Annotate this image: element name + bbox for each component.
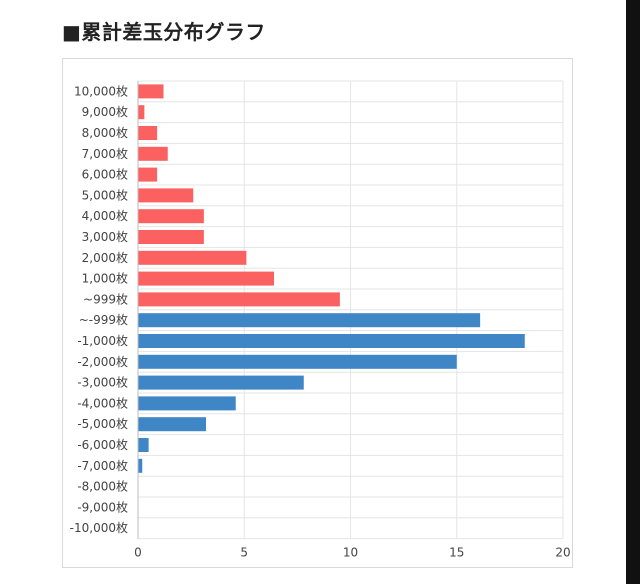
y-tick-label: 3,000枚 xyxy=(82,229,128,244)
bar xyxy=(138,230,204,244)
bar xyxy=(138,458,143,473)
y-tick-label: ~999枚 xyxy=(83,291,128,306)
bar xyxy=(138,167,158,182)
bar xyxy=(138,292,340,307)
y-tick-label: -2,000枚 xyxy=(77,354,128,369)
y-tick-label: ~-999枚 xyxy=(79,312,128,327)
y-tick-label: 6,000枚 xyxy=(82,167,128,182)
x-tick-label: 10 xyxy=(343,546,358,560)
y-tick-label: -7,000枚 xyxy=(77,458,128,473)
bar xyxy=(138,126,158,140)
x-tick-label: 15 xyxy=(449,546,464,560)
bar xyxy=(138,334,525,348)
x-tick-label: 20 xyxy=(555,546,570,560)
y-tick-label: -9,000枚 xyxy=(77,499,128,514)
window-edge xyxy=(626,0,640,584)
y-tick-label: 7,000枚 xyxy=(82,146,128,161)
bar-chart: 0 5 10 15 20 10,000枚 9,000枚 8,000枚 7,000枚 6,000枚 5… xyxy=(70,80,571,560)
y-tick-label: -6,000枚 xyxy=(77,437,128,452)
bar xyxy=(138,375,304,390)
y-tick-label: -5,000枚 xyxy=(77,416,128,431)
y-tick-label: 10,000枚 xyxy=(74,83,128,98)
y-tick-label: 5,000枚 xyxy=(82,187,128,202)
y-tick-label: 9,000枚 xyxy=(82,104,128,119)
bar xyxy=(138,313,481,328)
bar xyxy=(138,84,164,99)
bar xyxy=(138,396,236,411)
x-tick-label: 5 xyxy=(240,546,248,560)
y-tick-label: 8,000枚 xyxy=(82,125,128,140)
y-tick-label: 2,000枚 xyxy=(82,250,128,265)
y-tick-label: 1,000枚 xyxy=(82,271,128,286)
y-tick-label: -4,000枚 xyxy=(77,395,128,410)
bar xyxy=(138,146,168,161)
y-tick-label: -1,000枚 xyxy=(77,333,128,348)
y-tick-label: 4,000枚 xyxy=(82,208,128,223)
bar xyxy=(138,250,247,265)
bar xyxy=(138,271,274,286)
bar xyxy=(138,417,206,432)
y-tick-label: -8,000枚 xyxy=(77,479,128,494)
x-tick-label: 0 xyxy=(134,546,142,560)
bar xyxy=(138,209,204,224)
bar xyxy=(138,354,457,369)
bar xyxy=(138,105,145,120)
bar xyxy=(138,438,149,452)
y-tick-label: -10,000枚 xyxy=(70,520,128,535)
bar xyxy=(138,188,194,203)
chart-container: 0 5 10 15 20 10,000枚 9,000枚 8,000枚 7,000枚 6,000枚 5… xyxy=(62,58,573,568)
y-tick-label: -3,000枚 xyxy=(77,375,128,390)
chart-title: ■累計差玉分布グラフ xyxy=(62,20,266,44)
